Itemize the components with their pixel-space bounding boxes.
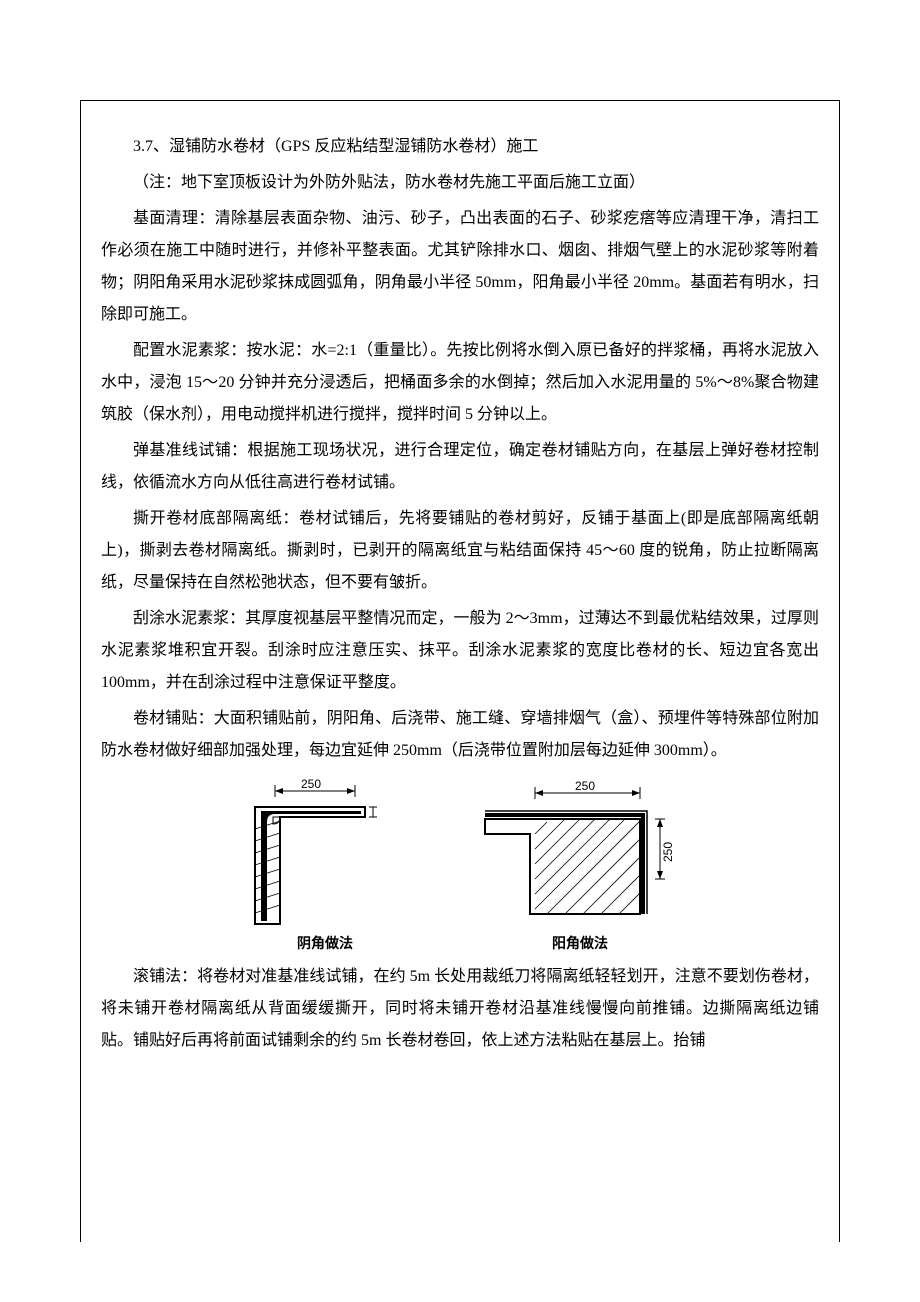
dim-top-right: 250 [575,779,595,793]
paragraph-1: 基面清理：清除基层表面杂物、油污、砂子，凸出表面的石子、砂浆疙瘩等应清理干净，清… [101,203,819,331]
paragraph-2: 配置水泥素浆：按水泥：水=2:1（重量比）。先按比例将水倒入原已备好的拌浆桶，再… [101,335,819,431]
document-page: 3.7、湿铺防水卷材（GPS 反应粘结型湿铺防水卷材）施工 （注：地下室顶板设计… [0,0,920,1302]
paragraph-6: 卷材铺贴：大面积铺贴前，阴阳角、后浇带、施工缝、穿墙排烟气（盒）、预埋件等特殊部… [101,703,819,767]
caption-inside-corner: 阴角做法 [297,933,353,953]
figure-inside-corner: 250 [235,779,415,953]
dim-side-right: 250 [661,842,675,862]
dim-top-left: 250 [301,779,321,791]
note-line: （注：地下室顶板设计为外防外贴法，防水卷材先施工平面后施工立面） [101,167,819,199]
content-frame: 3.7、湿铺防水卷材（GPS 反应粘结型湿铺防水卷材）施工 （注：地下室顶板设计… [80,100,840,1242]
caption-outside-corner: 阳角做法 [552,933,608,953]
paragraph-5: 刮涂水泥素浆：其厚度视基层平整情况而定，一般为 2～3mm，过薄达不到最优粘结效… [101,603,819,699]
section-heading: 3.7、湿铺防水卷材（GPS 反应粘结型湿铺防水卷材）施工 [101,131,819,163]
paragraph-4: 撕开卷材底部隔离纸：卷材试铺后，先将要铺贴的卷材剪好，反铺于基面上(即是底部隔离… [101,503,819,599]
figure-outside-corner: 250 [475,779,685,953]
paragraph-3: 弹基准线试铺：根据施工现场状况，进行合理定位，确定卷材铺贴方向，在基层上弹好卷材… [101,435,819,499]
figure-row: 250 [101,779,819,953]
inside-corner-svg: 250 [235,779,415,929]
outside-corner-svg: 250 [475,779,685,929]
paragraph-7: 滚铺法：将卷材对准基准线试铺，在约 5m 长处用裁纸刀将隔离纸轻轻划开，注意不要… [101,961,819,1057]
